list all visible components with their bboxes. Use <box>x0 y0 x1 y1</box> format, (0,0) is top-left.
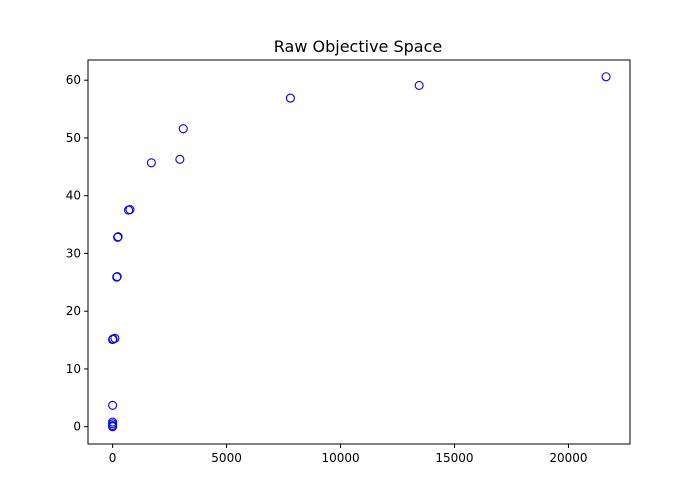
y-tick-label: 50 <box>66 131 81 145</box>
data-point <box>113 232 123 242</box>
data-point <box>108 400 118 410</box>
y-tick-label: 60 <box>66 73 81 87</box>
x-tick-label: 0 <box>109 451 117 465</box>
data-point <box>285 93 295 103</box>
y-tick-label: 10 <box>66 362 81 376</box>
y-tick-label: 0 <box>73 420 81 434</box>
data-point <box>110 333 120 343</box>
data-point <box>175 154 185 164</box>
plot-frame <box>87 59 631 445</box>
data-point <box>108 417 118 427</box>
data-point <box>601 72 611 82</box>
y-axis-ticks: 0 10 20 30 40 50 60 <box>66 73 88 434</box>
x-tick-label: 20000 <box>549 451 587 465</box>
x-tick-label: 10000 <box>321 451 359 465</box>
x-tick-label: 15000 <box>435 451 473 465</box>
data-point <box>414 80 424 90</box>
y-tick-label: 20 <box>66 304 81 318</box>
data-point <box>146 158 156 168</box>
y-tick-label: 30 <box>66 246 81 260</box>
x-axis-ticks: 0 5000 10000 15000 20000 <box>109 444 588 465</box>
data-point <box>125 205 135 215</box>
chart-title: Raw Objective Space <box>274 37 442 56</box>
x-tick-label: 5000 <box>211 451 242 465</box>
data-point <box>178 124 188 134</box>
data-point <box>112 271 122 282</box>
data-points <box>108 72 611 432</box>
y-tick-label: 40 <box>66 189 81 203</box>
